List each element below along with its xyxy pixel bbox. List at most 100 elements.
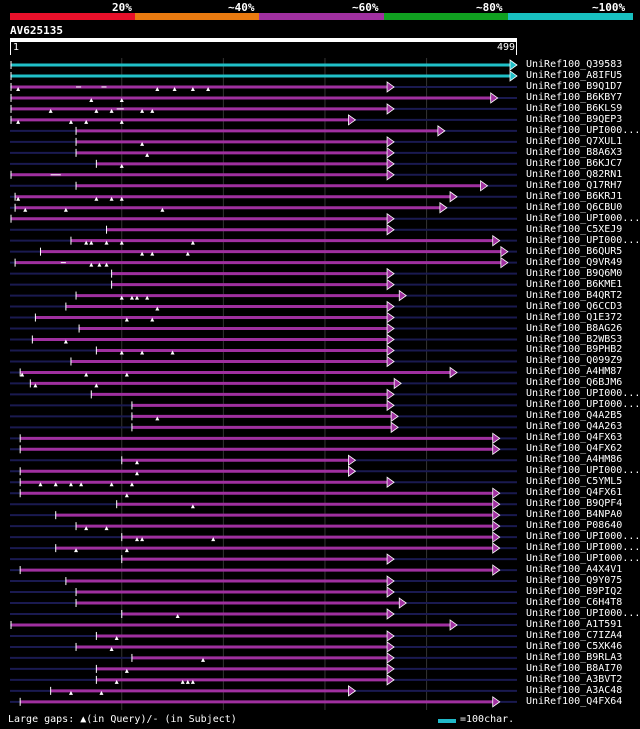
query-gap-marker (53, 482, 58, 487)
hit-label[interactable]: UniRef100_Q4FX61 (526, 487, 623, 499)
hit-arrow (348, 114, 357, 126)
hit-label[interactable]: UniRef100_A4X4V1 (526, 564, 623, 576)
query-gap-marker (84, 526, 89, 531)
hit-arrow (348, 465, 357, 478)
hit-label[interactable]: UniRef100_UPI000... (526, 234, 640, 246)
hit-label[interactable]: UniRef100_B6KME1 (526, 278, 623, 290)
hit-label[interactable]: UniRef100_Q82RN1 (526, 168, 623, 180)
hit-label[interactable]: UniRef100_B4QRT2 (526, 289, 623, 301)
hit-arrow (386, 278, 395, 291)
hit-label[interactable]: UniRef100_UPI000... (526, 124, 640, 136)
query-gap-marker (119, 119, 124, 124)
hit-label[interactable]: UniRef100_B9Q6M0 (526, 267, 623, 279)
hit-arrow (386, 630, 395, 642)
hit-label[interactable]: UniRef100_B9Q1D7 (526, 80, 623, 92)
hit-arrow (386, 663, 395, 675)
hit-label[interactable]: UniRef100_UPI000... (526, 531, 640, 543)
hit-label[interactable]: UniRef100_P08640 (526, 520, 623, 532)
query-gap-marker (63, 339, 68, 344)
query-gap-marker (68, 690, 73, 695)
legend-label-5: ~100% (592, 1, 626, 14)
hit-arrow (492, 432, 501, 445)
hit-arrow (386, 575, 395, 587)
query-gap-marker (135, 471, 140, 476)
hit-label[interactable]: UniRef100_UPI000... (526, 388, 640, 400)
hit-label[interactable]: UniRef100_B2WBS3 (526, 333, 623, 345)
hit-arrow (386, 674, 395, 686)
hit-label[interactable]: UniRef100_UPI000... (526, 553, 640, 565)
hit-label[interactable]: UniRef100_C5XEJ9 (526, 223, 623, 235)
hit-arrow (480, 180, 489, 192)
hit-arrow (437, 125, 446, 137)
legend-label-4: ~80% (476, 1, 503, 14)
hit-label[interactable]: UniRef100_Q1E372 (526, 311, 623, 323)
hit-label[interactable]: UniRef100_B9QPF4 (526, 498, 623, 510)
hit-label[interactable]: UniRef100_A4HM86 (526, 454, 623, 466)
query-gap-marker (155, 86, 160, 91)
query-gap-marker (135, 295, 140, 300)
hit-label[interactable]: UniRef100_UPI000... (526, 465, 640, 477)
hit-label[interactable]: UniRef100_B6KBY7 (526, 91, 623, 103)
query-gap-marker (94, 383, 99, 388)
hit-label[interactable]: UniRef100_Q4FX62 (526, 443, 623, 455)
hit-arrow (386, 81, 395, 93)
hit-label[interactable]: UniRef100_B6QUR5 (526, 245, 623, 257)
hit-label[interactable]: UniRef100_Q17RH7 (526, 179, 623, 191)
hit-label[interactable]: UniRef100_B8AG26 (526, 322, 623, 334)
hit-label[interactable]: UniRef100_B8A6X3 (526, 146, 623, 158)
query-gap-marker (74, 548, 79, 553)
hit-label[interactable]: UniRef100_B6KRJ1 (526, 190, 623, 202)
query-gap-marker (94, 196, 99, 201)
hit-label[interactable]: UniRef100_UPI000... (526, 399, 640, 411)
hit-label[interactable]: UniRef100_B9PHB2 (526, 344, 623, 356)
hit-label[interactable]: UniRef100_B9PIQ2 (526, 586, 623, 598)
hit-label[interactable]: UniRef100_A3BVT2 (526, 673, 623, 685)
hit-label[interactable]: UniRef100_Q099Z9 (526, 355, 623, 367)
hit-arrow (398, 597, 407, 609)
hit-arrow (386, 399, 395, 412)
hit-label[interactable]: UniRef100_UPI000... (526, 542, 640, 554)
hit-label[interactable]: UniRef100_Q6CCD3 (526, 300, 623, 312)
hit-label[interactable]: UniRef100_Q4FX64 (526, 695, 623, 707)
hit-label[interactable]: UniRef100_Q6BJM6 (526, 377, 623, 389)
hit-arrow (492, 564, 501, 576)
query-gap-marker (124, 372, 129, 377)
hit-label[interactable]: UniRef100_Q9VR49 (526, 256, 623, 268)
hit-label[interactable]: UniRef100_Q4A2B5 (526, 410, 623, 422)
hit-label[interactable]: UniRef100_UPI000... (526, 212, 640, 224)
hit-label[interactable]: UniRef100_Q7XUL1 (526, 135, 623, 147)
hit-arrow (509, 70, 518, 82)
hit-label[interactable]: UniRef100_A4HM87 (526, 366, 623, 378)
query-gap-marker (119, 240, 124, 245)
hit-label[interactable]: UniRef100_B6KJC7 (526, 157, 623, 169)
hit-label[interactable]: UniRef100_B8AI70 (526, 662, 623, 674)
query-gap-marker (16, 119, 21, 124)
hit-arrow (386, 586, 395, 598)
legend-bar-2 (134, 13, 259, 20)
hit-arrow (386, 476, 395, 489)
query-gap-marker (190, 240, 195, 245)
query-gap-marker (48, 108, 53, 113)
hit-label[interactable]: UniRef100_Q9Y075 (526, 575, 623, 587)
hit-label[interactable]: UniRef100_B4NPA0 (526, 509, 623, 521)
hit-label[interactable]: UniRef100_Q6CBU0 (526, 201, 623, 213)
hit-label[interactable]: UniRef100_UPI000... (526, 608, 640, 619)
hit-label[interactable]: UniRef100_A1T591 (526, 618, 623, 630)
hit-label[interactable]: UniRef100_C5XK46 (526, 640, 623, 652)
query-gap-marker (109, 646, 114, 651)
hit-label[interactable]: UniRef100_C5YML5 (526, 476, 623, 488)
hit-label[interactable]: UniRef100_Q4FX63 (526, 432, 623, 444)
query-gap-marker (114, 635, 119, 640)
hit-arrow (449, 190, 458, 203)
hit-label[interactable]: UniRef100_C6H4T8 (526, 597, 623, 609)
hit-label[interactable]: UniRef100_C7IZA4 (526, 629, 623, 641)
hit-label[interactable]: UniRef100_B9QEP3 (526, 113, 623, 125)
hit-label[interactable]: UniRef100_B6KLS9 (526, 102, 623, 114)
hit-arrow (449, 366, 458, 379)
hit-label[interactable]: UniRef100_A3AC48 (526, 684, 623, 696)
hit-label[interactable]: UniRef100_Q39583 (526, 59, 623, 70)
hit-label[interactable]: UniRef100_B9RLA3 (526, 651, 623, 663)
hit-arrow (386, 223, 395, 236)
hit-label[interactable]: UniRef100_A8IFU5 (526, 69, 623, 81)
hit-label[interactable]: UniRef100_Q4A263 (526, 421, 623, 433)
